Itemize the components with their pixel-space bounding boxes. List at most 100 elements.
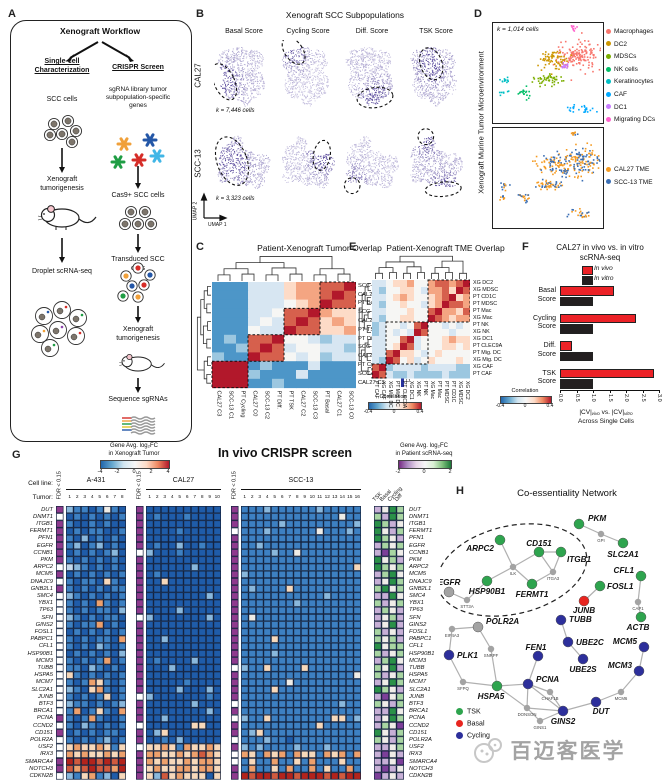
heatmap-row-label: PT NK [473,322,489,329]
tumor-number: 6 [185,495,189,500]
gene-label-left: BTF3 [38,701,53,707]
gene-label-left: DNAJC9 [30,578,53,585]
gene-label-left: SFN [41,614,53,621]
node-FERMT1 [526,578,538,590]
heatmap-col-label: PT CLEC9A [400,381,407,409]
node-label-TUBB: TUBB [569,615,592,624]
xlabel-sub-vitro: vitro [624,411,633,416]
umap-col-header: Cycling Score [286,28,330,35]
tumor-number: 16 [354,495,360,500]
legend-swatch [606,166,611,172]
gene-label-right: SFN [409,614,421,621]
heatmap-col-label: SCC-13 C3 [311,390,318,419]
tumor-number: 10 [214,495,220,500]
watermark-logo-icon [474,738,502,763]
f-category-label: Score [537,295,556,303]
umap-row-label: SCC-13 [193,149,203,178]
h-legend-item-Cycling: Cycling [456,732,490,739]
panel-c-colorbar-title: Correlation [379,394,407,400]
gene-label-right: HSPA5 [409,672,428,679]
tumor-number: 2 [75,495,79,500]
node-label-JUNB: JUNB [573,606,595,615]
tumor-number: 4 [170,495,174,500]
gene-label-left: JUNB [37,693,53,700]
gene-label-left: PABPC1 [30,636,53,643]
h-legend-item-Basal: Basal [456,720,485,727]
umap-plot-SCC-13-Basal Score [214,128,274,200]
gene-label-left: HSPA5 [34,672,53,679]
sgrna-library-icon [110,133,165,169]
gene-label-left: DUT [41,506,53,513]
gene-label-left: CCND2 [33,722,53,729]
cell-line-name-SCC-13: SCC-13 [241,477,361,490]
node-FOSL1 [594,580,606,592]
umap-axes-icon [200,192,228,222]
f-tick-mark [642,390,644,393]
panel-f-xlabel1: |CV|vivo vs. |CV|vitro [540,409,669,417]
node-SNRPF [487,645,495,653]
bar-invivo-Cycling [560,313,636,323]
edge-PCNA-GINS2 [527,683,564,712]
legend-item-CAL27 TME: CAL27 TME [606,166,649,173]
heatmap-row-label: XG CAF [473,364,494,371]
tumor-label: Tumor: [32,494,53,501]
legend-swatch [606,53,611,59]
panel-e-label: E [349,241,357,253]
colorbar-tick: 0 [422,469,426,475]
panel-c-title: Patient-Xenograft Tumor Overlap [257,243,382,253]
node-label-UBE2S: UBE2S [569,665,597,674]
panel-a-xeno-right-label: Xenograft tumorigenesis [116,326,160,342]
bar-invitro-Basal [560,296,593,306]
gene-label-right: BRCA1 [409,708,429,715]
bar-invitro-Cycling [560,324,593,334]
node-label-DUT: DUT [593,707,611,716]
legend-item-Migrating DCs: Migrating DCs [606,116,655,123]
gene-label-right: DNMT1 [409,513,429,520]
tumor-number: 8 [200,495,204,500]
f-tick-label: 3.0 [656,394,662,402]
node-GINS2 [557,705,569,717]
f-category-label: TSK [542,369,556,377]
node-label-EGFR: EGFR [440,578,460,587]
node-CD151 [533,546,545,558]
colorbar-tick: -2 [395,469,401,475]
node-label-FOSL1: FOSL1 [607,582,634,591]
node-MCM6 [617,688,625,696]
node-label-CAP1: CAP1 [632,606,644,611]
gene-label-right: FOSL1 [409,629,428,635]
gene-label-right: PABPC1 [409,636,432,643]
edge-GINS2-DUT [562,701,597,712]
tumor-number: 14 [339,495,345,500]
bar-invivo-Diff. [560,341,572,351]
gene-label-left: PCNA [36,715,53,722]
gene-label-left: BRCA1 [33,708,53,715]
gene-label-right: YBX1 [409,600,424,607]
heatmap-col-label: CAL27 C3 [215,390,222,416]
h-legend-item-TSK: TSK [456,708,481,715]
umap1-axis-label: UMAP 1 [208,222,227,228]
umap-plot-CAL27-Diff. Score [342,40,402,112]
heatmap-col-label: PT NK [421,381,428,396]
node-ACTB [635,611,647,623]
gene-label-left: SMARCA4 [24,758,53,765]
gene-label-left: CFL1 [38,643,53,650]
gene-label-right: PCNA [409,715,426,722]
heatmap-col-label: PT Cycling [239,390,246,417]
gene-label-right: CCNB1 [409,549,429,556]
heatmap-col-label: PT CAF [372,381,379,399]
f-legend-label: In vivo [594,265,613,272]
gene-label-left: SMC4 [36,593,53,599]
gene-label-right: PFN1 [409,535,424,542]
tumor-number: 6 [105,495,109,500]
tumor-number: 4 [265,495,269,500]
transduced-cells-icon [117,262,156,303]
node-TUBB [555,614,567,626]
panel-a-scc-cells-label: SCC cells [46,96,78,103]
f-tick-mark [609,390,611,393]
panel-g-title: In vivo CRISPR screen [217,446,353,460]
node-EIF4A3 [448,625,456,633]
f-legend-swatch-In vivo [582,266,593,275]
umap-plot-CAL27-TSK Score [406,40,466,112]
node-label-PKM: PKM [588,514,606,523]
heatmap-row-label: XG Mig. DC [473,357,502,364]
